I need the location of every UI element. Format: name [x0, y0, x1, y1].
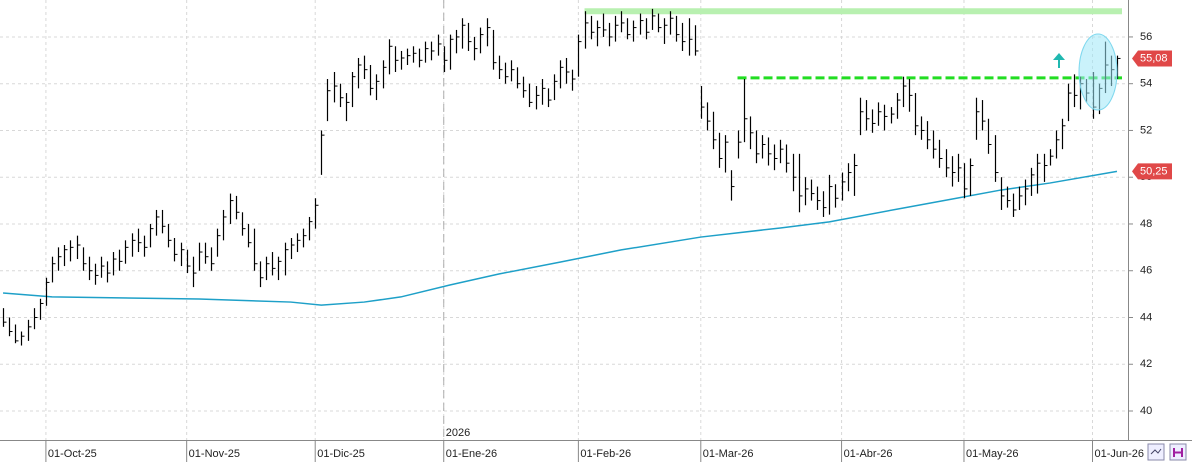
year-label: 2026 [446, 427, 470, 439]
x-tick-label: 01-Dic-25 [317, 448, 365, 460]
zoom-button[interactable] [1147, 443, 1165, 461]
x-tick-label: 01-Feb-26 [580, 448, 631, 460]
price-marker [1132, 163, 1172, 180]
y-axis-panel [1128, 0, 1192, 467]
up-arrow [1053, 53, 1065, 68]
save-icon [1173, 448, 1183, 457]
x-tick-label: 01-Oct-25 [48, 448, 97, 460]
zoom-icon [1150, 448, 1162, 455]
y-tick-label: 46 [1140, 265, 1152, 277]
y-tick-label: 54 [1140, 78, 1152, 90]
y-tick-label: 56 [1140, 31, 1152, 43]
x-tick-label: 01-Ene-26 [446, 448, 497, 460]
y-tick-label: 42 [1140, 358, 1152, 370]
y-tick-label: 52 [1140, 124, 1152, 136]
price-label: 50,25 [1140, 165, 1168, 177]
x-tick-label: 01-May-26 [966, 448, 1019, 460]
price-marker [1132, 50, 1172, 67]
highlight-ellipse [1078, 33, 1118, 111]
y-tick-label: 48 [1140, 218, 1152, 230]
price-label: 55,08 [1140, 52, 1168, 64]
moving-average [2, 170, 1118, 306]
plot [2, 8, 1122, 346]
y-tick-label: 44 [1140, 311, 1152, 323]
x-tick-label: 01-Abr-26 [844, 448, 893, 460]
x-tick-label: 01-Nov-25 [189, 448, 240, 460]
y-tick-label: 40 [1140, 405, 1152, 417]
x-tick-label: 01-Jun-26 [1095, 448, 1145, 460]
x-tick-label: 01-Mar-26 [703, 448, 754, 460]
